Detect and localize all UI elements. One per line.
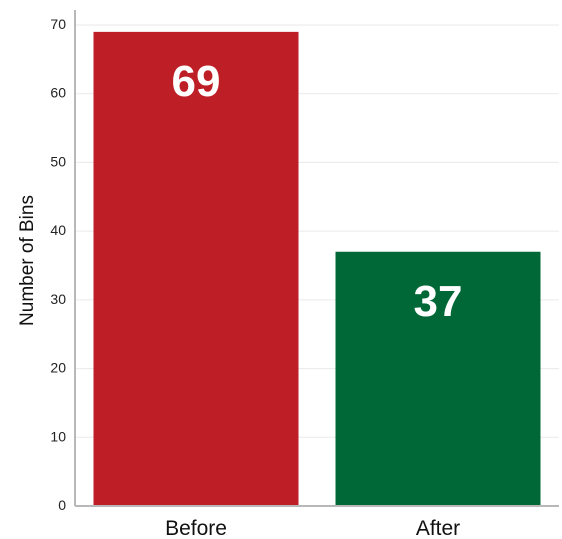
bar-value-label: 69	[172, 57, 221, 106]
y-tick-labels: 0 10 20 30 40 50 60 70	[50, 16, 66, 513]
bar-value-label: 37	[414, 277, 463, 326]
x-tick-label: After	[416, 517, 460, 539]
x-tick-labels: Before After	[165, 517, 460, 539]
y-tick-label: 70	[50, 16, 66, 32]
y-tick-label: 50	[50, 153, 66, 169]
bars: 69 37	[93, 31, 541, 506]
y-tick-label: 30	[50, 291, 66, 307]
y-tick-label: 40	[50, 222, 66, 238]
y-tick-label: 0	[58, 497, 66, 513]
y-tick-label: 10	[50, 428, 66, 444]
bar-after	[335, 251, 541, 506]
bar-before	[93, 31, 299, 506]
y-tick-label: 60	[50, 85, 66, 101]
x-tick-label: Before	[165, 517, 227, 539]
y-axis-title: Number of Bins	[17, 195, 38, 326]
y-tick-label: 20	[50, 360, 66, 376]
